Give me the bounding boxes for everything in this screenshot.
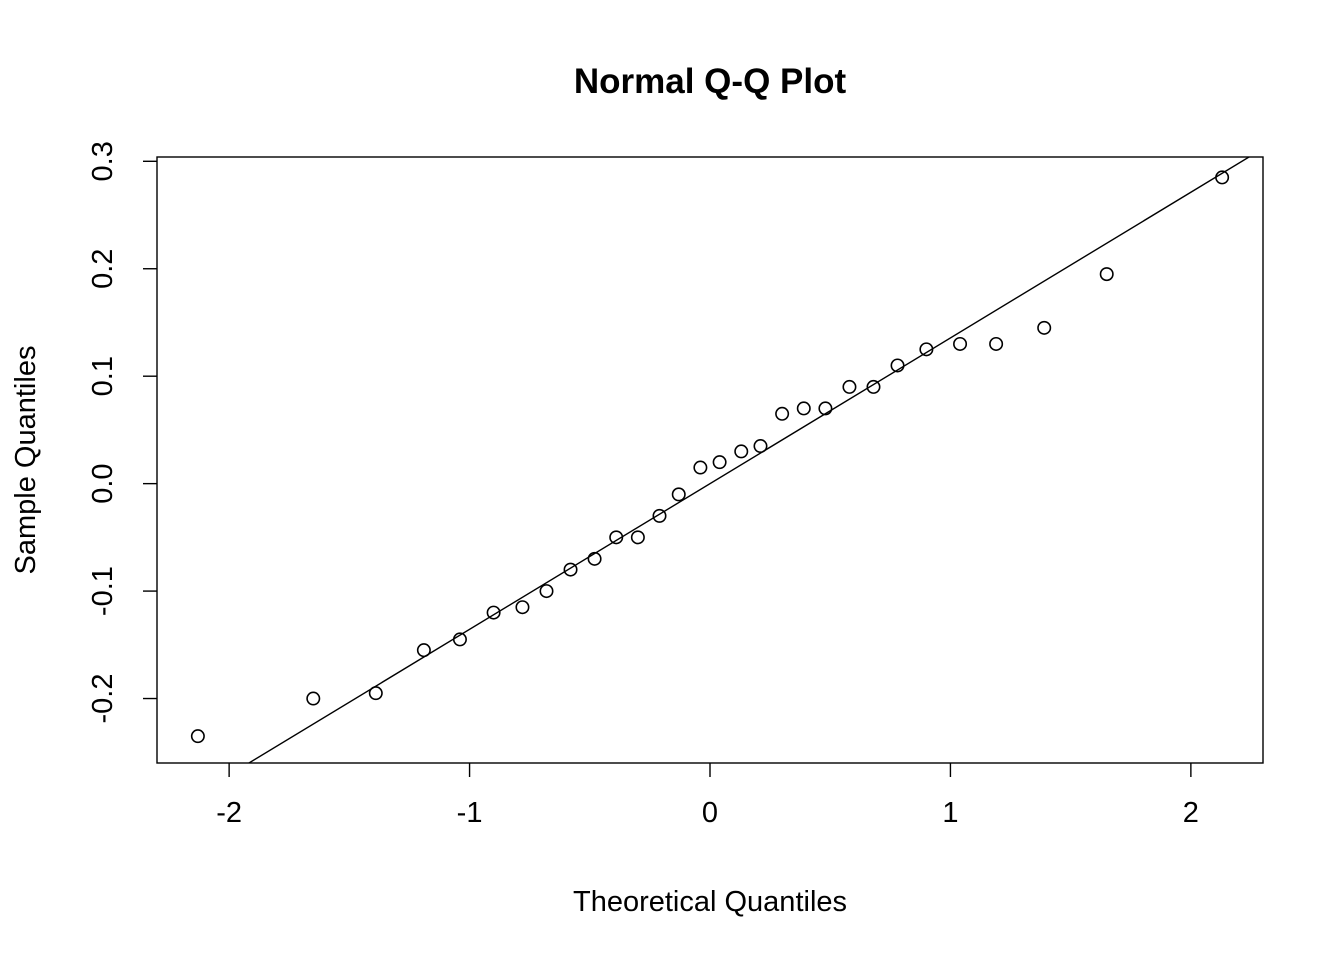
- data-point: [890, 358, 905, 373]
- y-axis-label: Sample Quantiles: [10, 346, 42, 575]
- data-point: [306, 691, 321, 706]
- data-point: [1215, 170, 1230, 185]
- data-point: [818, 401, 833, 416]
- y-tick-label: 0.1: [87, 356, 119, 396]
- x-axis-label: Theoretical Quantiles: [573, 886, 847, 918]
- x-tick-label: 2: [1183, 797, 1199, 829]
- data-point: [866, 379, 881, 394]
- data-point: [1099, 267, 1114, 282]
- data-point: [919, 342, 934, 357]
- data-point: [796, 401, 811, 416]
- data-point: [1037, 320, 1052, 335]
- data-point: [712, 455, 727, 470]
- x-tick-label: -1: [457, 797, 483, 829]
- data-point: [486, 605, 501, 620]
- data-point: [609, 530, 624, 545]
- plot-frame: [156, 156, 1264, 764]
- y-tick-label: -0.1: [87, 566, 119, 616]
- data-point: [452, 632, 467, 647]
- data-point: [652, 508, 667, 523]
- data-point: [734, 444, 749, 459]
- data-point: [190, 729, 205, 744]
- y-tick-label: -0.2: [87, 674, 119, 724]
- y-axis: -0.2 -0.1 0.0 0.1 0.2 0.3: [87, 141, 157, 724]
- data-point: [753, 439, 768, 454]
- data-point: [693, 460, 708, 475]
- reference-line: [247, 157, 1251, 763]
- y-tick-label: 0.0: [87, 463, 119, 503]
- data-point: [842, 379, 857, 394]
- y-tick-label: 0.2: [87, 249, 119, 289]
- data-point: [775, 406, 790, 421]
- data-points: [190, 170, 1230, 744]
- x-tick-label: -2: [216, 797, 242, 829]
- data-point: [953, 336, 968, 351]
- x-tick-label: 1: [942, 797, 958, 829]
- chart-title: Normal Q-Q Plot: [574, 62, 847, 101]
- x-tick-label: 0: [702, 797, 718, 829]
- x-axis: -2 -1 0 1 2: [216, 763, 1199, 829]
- data-point: [989, 336, 1004, 351]
- data-point: [539, 584, 554, 599]
- data-point: [630, 530, 645, 545]
- data-point: [515, 600, 530, 615]
- data-point: [671, 487, 686, 502]
- data-point: [368, 686, 383, 701]
- y-tick-label: 0.3: [87, 141, 119, 181]
- data-point: [587, 551, 602, 566]
- data-point: [563, 562, 578, 577]
- data-point: [416, 643, 431, 658]
